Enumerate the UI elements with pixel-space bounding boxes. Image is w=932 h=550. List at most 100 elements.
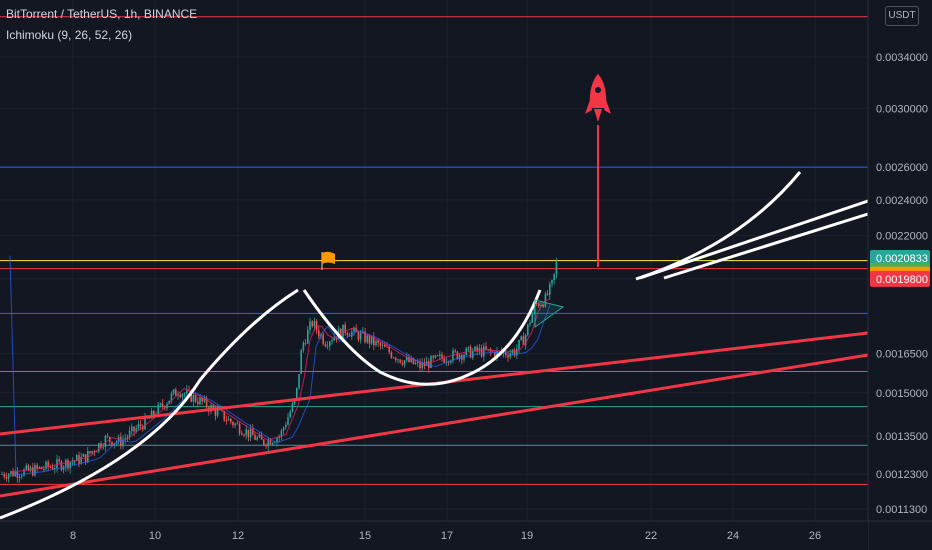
candle-body [126,437,129,439]
candle-body [379,342,382,346]
candle-body [282,427,285,431]
candle-body [170,393,173,401]
rocket-icon [585,74,611,122]
candle-body [243,434,245,436]
price-tag [870,270,930,287]
chart-title: BitTorrent / TetherUS, 1h, BINANCE [6,7,198,21]
candle-body [67,459,69,469]
candle-body [166,403,168,409]
candle-body [480,348,483,357]
x-tick-label: 12 [232,530,244,542]
time-axis [0,521,868,550]
pennant-pattern [534,299,565,328]
candle-body [309,321,311,330]
candle-body [23,469,25,476]
candle-body [300,350,302,375]
y-tick-label: 0.0022000 [876,231,928,243]
candle-body [234,423,236,426]
x-tick-label: 26 [809,530,821,542]
candle-body [194,394,197,402]
candle-body [183,393,186,395]
candle-body [175,389,177,396]
candle-body [342,324,344,338]
candle-body [263,439,265,445]
candle-body [159,403,162,405]
candle-body [491,351,494,353]
candle-body [384,344,386,347]
candle-body [84,454,87,463]
ichimoku-base-line [9,298,551,473]
candle-body [392,357,395,359]
candle-body [524,334,527,345]
candle-body [443,358,445,363]
candle-body [529,322,531,325]
candle-body [161,403,164,407]
candle-body [106,436,109,438]
candle-body [89,451,91,454]
candle-body [421,362,423,369]
candle-body [454,350,456,352]
candle-body [71,461,74,463]
candle-body [456,351,459,359]
candle-body [65,459,67,467]
candle-body [494,351,496,358]
candle-body [285,424,287,428]
currency-badge[interactable]: USDT [885,6,919,26]
candle-body [1,474,3,475]
candle-body [414,362,417,364]
candle-body [395,357,397,361]
candle-body [269,439,272,445]
x-tick-label: 22 [645,530,657,542]
x-tick-label: 15 [359,530,371,542]
candle-body [344,324,346,333]
candle-body [368,335,371,344]
cup-bottom-curve [302,289,542,386]
candle-body [3,474,5,477]
candle-body [201,397,203,402]
candle-body [181,394,184,397]
candle-body [205,398,208,408]
candle-body [520,336,522,341]
candle-body [278,436,280,439]
candle-body [21,475,23,477]
indicator-label[interactable]: Ichimoku (9, 26, 52, 26) [6,28,133,42]
candle-body [260,434,263,440]
candle-body [326,346,329,347]
candle-body [375,340,377,346]
candle-body [25,465,27,470]
candle-body [553,273,555,281]
candle-body [322,334,324,344]
candle-body [346,332,349,336]
candle-body [241,433,243,435]
candle-body [549,283,551,295]
candle-body [419,361,421,369]
y-tick-label: 0.0011300 [876,504,927,516]
candle-body [93,451,96,453]
rocket-flame [594,109,602,122]
candle-body [223,410,225,421]
candle-body [120,436,122,447]
candle-body [542,304,544,307]
candle-body [458,355,461,359]
candle-body [434,355,437,358]
candle-body [177,394,179,396]
candle-body [214,408,217,416]
candle-body [485,346,487,350]
candle-body [199,397,201,405]
flag-cloth [322,251,335,264]
candle-body [386,346,388,348]
candle-body [546,293,549,295]
candle-body [311,321,313,327]
candle-body [12,471,14,477]
candle-body [496,350,498,358]
candle-body [478,348,481,352]
candle-body [133,426,135,432]
candle-body [45,461,47,469]
candle-body [351,331,353,337]
candle-body [102,446,104,448]
candle-body [441,354,443,359]
candle-body [225,420,228,422]
candle-body [258,434,261,438]
